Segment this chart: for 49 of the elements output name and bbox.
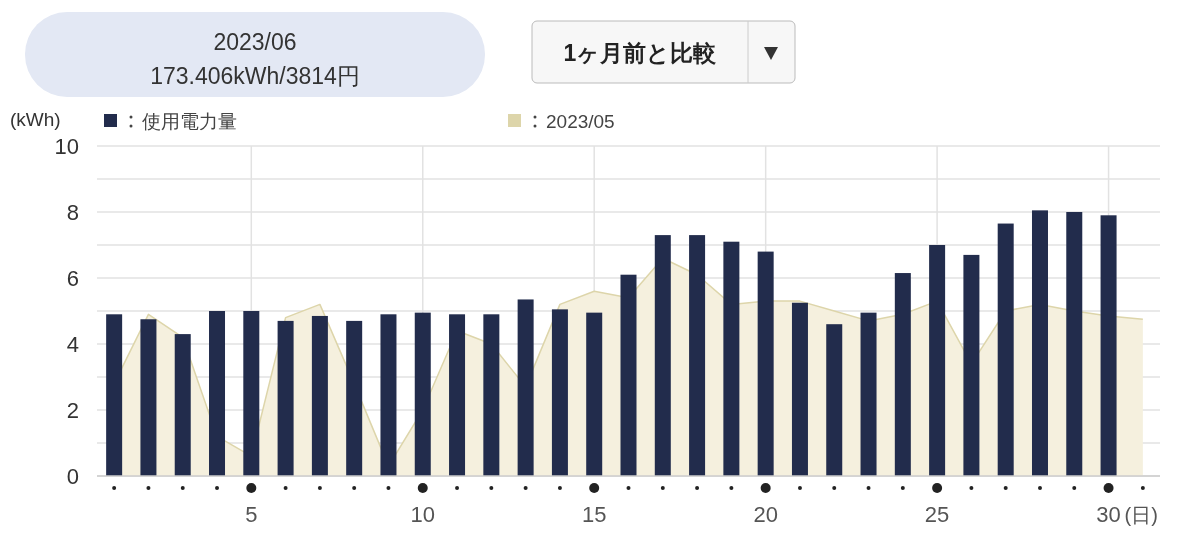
bar [551, 309, 568, 476]
bar [723, 241, 740, 476]
chart-subtitle: 173.406kWh/3814円 [150, 63, 360, 89]
y-tick-label: 0 [66, 464, 79, 489]
bar [586, 312, 603, 476]
bar [243, 311, 260, 476]
bar [449, 314, 466, 476]
y-tick-label: 4 [66, 332, 79, 357]
x-tick-label: 25 [924, 502, 950, 527]
bar [209, 311, 226, 476]
x-tick-label: 20 [753, 502, 778, 527]
bar [140, 319, 157, 476]
bar [414, 312, 431, 476]
bar [517, 299, 534, 476]
bar [929, 245, 946, 476]
bar [826, 324, 843, 476]
bar [894, 273, 911, 476]
bar [1031, 210, 1048, 476]
legend-label: 使用電力量 [142, 111, 237, 132]
y-tick-label: 10 [54, 134, 79, 159]
bar [1100, 215, 1117, 476]
x-tick-label: 10 [410, 502, 435, 527]
bar [860, 312, 877, 476]
bar [757, 251, 774, 476]
bar [346, 320, 363, 476]
y-tick-label: 8 [66, 200, 79, 225]
y-tick-label: 6 [66, 266, 79, 291]
x-tick-label: 5 [245, 502, 258, 527]
bar [174, 334, 191, 476]
y-axis-title: (kWh) [10, 109, 61, 130]
bar [483, 314, 500, 476]
bar [963, 254, 980, 476]
bar [380, 314, 397, 476]
legend-label: 2023/05 [546, 111, 615, 132]
x-tick-label: 30 [1096, 502, 1121, 527]
bar [106, 314, 123, 476]
bar [997, 223, 1014, 476]
bar [1066, 212, 1083, 476]
x-axis-title: (日) [1124, 504, 1158, 526]
bar [791, 302, 808, 476]
text: 1ヶ月前と比較 [563, 40, 718, 66]
bar [311, 315, 328, 476]
bar [277, 320, 294, 476]
y-tick-label: 2 [66, 398, 79, 423]
bar [689, 235, 706, 476]
bar [654, 235, 671, 476]
x-tick-label: 15 [581, 502, 607, 527]
bar [620, 274, 637, 476]
chart-title: 2023/06 [213, 29, 297, 55]
